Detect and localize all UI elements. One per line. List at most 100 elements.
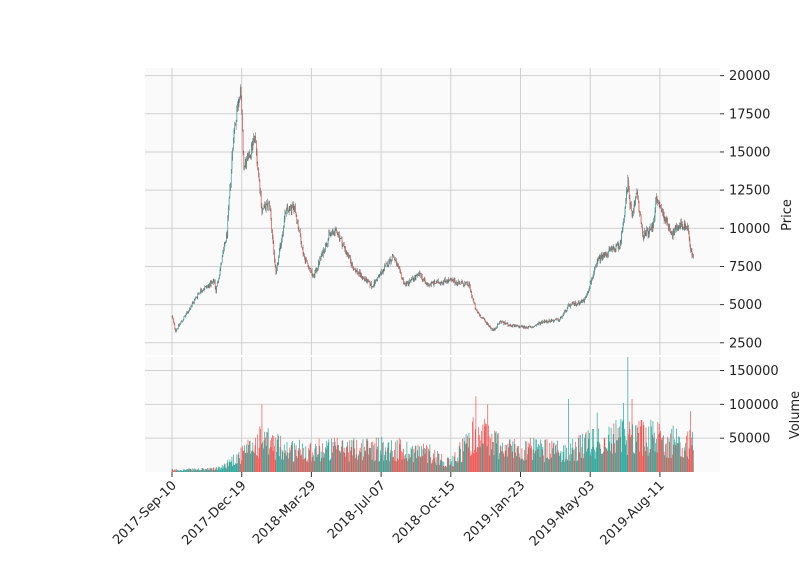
candle-body <box>470 290 472 292</box>
candle-body <box>409 279 411 283</box>
candle-body <box>309 268 311 269</box>
volume-bar <box>171 468 173 472</box>
volume-bar <box>201 468 203 472</box>
candle-body <box>622 224 624 229</box>
candle-body <box>669 225 671 231</box>
volume-bar <box>605 446 606 472</box>
candle-body <box>177 328 178 329</box>
volume-bar <box>197 469 199 472</box>
volume-bar <box>614 443 615 472</box>
candle-body <box>324 249 325 253</box>
candle-body <box>178 325 180 326</box>
candle-body <box>260 192 261 195</box>
candle-body <box>379 274 381 276</box>
volume-bar <box>322 452 324 472</box>
candle-body <box>556 319 558 320</box>
volume-bar <box>506 456 508 472</box>
candle-body <box>187 312 189 313</box>
candle-body <box>335 228 337 230</box>
candle-body <box>260 194 262 207</box>
volume-bar <box>338 450 340 472</box>
candle-body <box>251 143 252 155</box>
candle-body <box>237 104 239 106</box>
candle-body <box>382 271 384 273</box>
candle-body <box>207 285 208 287</box>
candle-body <box>386 263 388 264</box>
volume-bar <box>440 460 442 472</box>
volume-bar <box>179 470 181 472</box>
volume-bar <box>637 427 638 472</box>
volume-bar <box>465 433 467 472</box>
volume-bar <box>541 449 543 472</box>
candle-body <box>256 150 258 165</box>
volume-bar <box>247 439 249 472</box>
candle-body <box>222 252 224 257</box>
volume-bar <box>479 435 480 472</box>
volume-bar <box>610 451 611 472</box>
volume-bar <box>476 446 478 472</box>
candle-body <box>506 323 507 325</box>
volume-bar <box>504 444 506 472</box>
candle-body <box>602 256 604 259</box>
volume-bar <box>655 442 657 472</box>
volume-bar <box>522 459 524 472</box>
candle-body <box>430 282 432 285</box>
candle-body <box>594 266 596 269</box>
volume-axis-title: Volume <box>788 391 800 439</box>
volume-bar <box>400 439 401 472</box>
candle-body <box>342 244 344 246</box>
volume-bar <box>690 411 691 472</box>
candle-body <box>550 320 552 322</box>
candle-body <box>205 286 207 288</box>
volume-bar <box>532 449 534 472</box>
volume-bar <box>622 420 624 472</box>
candle-body <box>188 311 190 313</box>
volume-bar <box>685 442 687 472</box>
volume-bar <box>426 445 427 472</box>
volume-bar <box>390 449 392 472</box>
candle-body <box>392 255 394 257</box>
candle-body <box>283 219 285 228</box>
candle-body <box>207 285 209 286</box>
volume-bar <box>576 461 578 472</box>
candle-body <box>525 327 526 329</box>
volume-bar <box>651 426 652 472</box>
candle-body <box>508 325 510 327</box>
volume-bar <box>230 461 232 472</box>
candle-body <box>408 282 410 285</box>
volume-bar <box>425 449 427 472</box>
candle-body <box>320 258 321 259</box>
volume-bar <box>533 437 535 472</box>
candle-body <box>215 287 217 292</box>
volume-bar <box>246 444 247 472</box>
candle-body <box>302 247 304 255</box>
volume-bar <box>301 454 302 472</box>
volume-bar <box>670 433 671 472</box>
candle-body <box>371 286 373 287</box>
volume-bar <box>282 451 284 472</box>
candle-body <box>361 277 363 279</box>
candle-body <box>438 282 440 284</box>
volume-bar <box>626 454 628 472</box>
volume-bar <box>456 462 458 472</box>
candle-body <box>271 219 273 230</box>
candle-body <box>365 277 367 281</box>
volume-bar <box>417 444 419 472</box>
volume-bar <box>272 435 273 472</box>
candle-body <box>504 321 505 324</box>
candle-body <box>201 291 203 292</box>
candle-body <box>425 282 427 283</box>
candle-body <box>175 330 177 332</box>
volume-bar <box>669 442 671 472</box>
candle-body <box>660 207 662 211</box>
volume-bar <box>545 458 547 472</box>
candle-body <box>658 202 659 204</box>
candle-body <box>610 249 611 251</box>
volume-bar <box>404 458 406 472</box>
volume-bar <box>465 443 466 472</box>
volume-bar <box>265 445 267 472</box>
candle-body <box>189 308 191 310</box>
candle-body <box>439 283 441 285</box>
volume-bar <box>367 440 369 472</box>
candle-body <box>681 221 682 225</box>
